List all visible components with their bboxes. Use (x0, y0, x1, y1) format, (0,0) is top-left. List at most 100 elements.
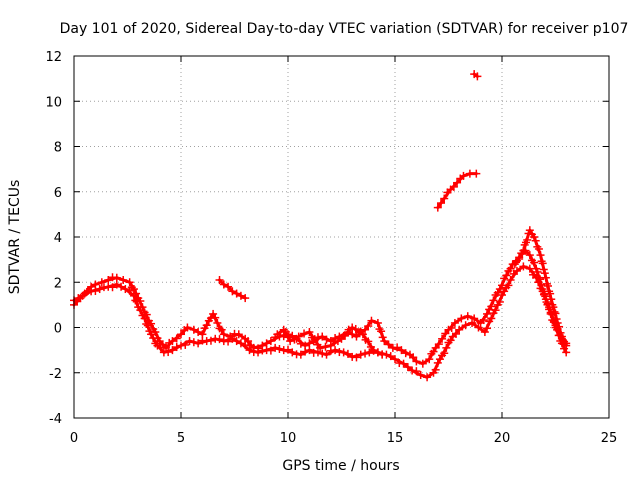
data-point (380, 337, 389, 346)
data-point (512, 266, 521, 275)
data-point (358, 330, 367, 339)
data-point (322, 335, 331, 344)
data-point (305, 328, 314, 337)
data-point (129, 291, 138, 300)
data-point (440, 349, 449, 358)
data-point (316, 343, 325, 352)
data-point (412, 367, 421, 376)
data-point (364, 337, 373, 346)
data-point (377, 327, 386, 336)
data-point (491, 306, 500, 315)
data-point (348, 330, 357, 339)
data-point (183, 323, 192, 332)
data-point (202, 321, 211, 330)
data-point (479, 316, 488, 325)
data-point (361, 349, 370, 358)
y-tick-label: 10 (45, 95, 62, 110)
data-point (397, 346, 406, 355)
data-point (409, 353, 418, 362)
data-point (530, 233, 539, 241)
data-point (181, 340, 190, 349)
x-tick-label: 10 (280, 431, 297, 446)
data-point (321, 342, 330, 351)
data-point (245, 346, 254, 355)
data-point (301, 347, 310, 356)
data-point (519, 246, 528, 255)
data-point (112, 280, 121, 289)
data-point (271, 343, 280, 352)
data-point (562, 348, 571, 357)
data-point (378, 350, 387, 359)
data-point (539, 265, 548, 274)
data-point (555, 322, 564, 331)
data-point (552, 315, 561, 324)
data-point (550, 307, 559, 316)
data-point (373, 348, 382, 357)
data-point (506, 275, 515, 284)
data-point (544, 281, 553, 290)
data-point (117, 282, 126, 291)
data-point (313, 348, 322, 357)
data-point (262, 339, 271, 348)
data-point (531, 236, 540, 245)
data-point (453, 178, 462, 187)
data-point (219, 280, 228, 289)
data-point (286, 337, 295, 346)
data-point (215, 275, 224, 284)
data-point (438, 334, 447, 343)
data-point (339, 348, 348, 357)
x-tick-label: 0 (70, 431, 78, 446)
data-series (215, 275, 250, 303)
data-point (91, 286, 100, 295)
data-point (495, 297, 504, 306)
data-point (378, 333, 387, 342)
data-point (266, 337, 275, 346)
data-point (132, 297, 141, 306)
data-point (403, 363, 412, 372)
data-point (232, 337, 241, 346)
y-tick-label: 8 (54, 141, 62, 156)
data-point (386, 352, 395, 361)
data-point (483, 324, 492, 333)
data-point (119, 275, 128, 284)
data-point (461, 321, 470, 330)
data-point (294, 332, 303, 341)
data-point (189, 338, 198, 347)
data-point (502, 271, 511, 280)
data-series (470, 70, 482, 81)
data-point (78, 291, 87, 300)
data-point (562, 339, 571, 348)
ticks-layer: 0 5 10 15 20 25 -4 -2 0 2 4 6 8 10 12 (45, 50, 617, 446)
data-point (172, 343, 181, 352)
data-point (541, 273, 550, 282)
data-point (241, 294, 250, 303)
data-point (275, 344, 284, 353)
data-point (305, 339, 314, 348)
data-point (224, 337, 233, 346)
data-point (352, 353, 361, 362)
data-point (236, 291, 245, 300)
data-point (519, 262, 528, 271)
data-point (534, 244, 543, 253)
data-point (112, 273, 121, 282)
data-point (351, 324, 360, 333)
data-point (540, 269, 549, 278)
data-point (341, 331, 350, 340)
data-point (136, 306, 145, 315)
data-point (236, 339, 245, 348)
data-point (434, 340, 443, 349)
data-point (355, 328, 364, 337)
data-point (538, 259, 547, 268)
data-point (487, 302, 496, 311)
data-point (213, 318, 222, 327)
data-point (401, 349, 410, 358)
data-point (525, 251, 534, 260)
x-tick-label: 20 (494, 431, 511, 446)
data-point (241, 341, 250, 350)
data-point (168, 337, 177, 346)
data-point (487, 314, 496, 323)
data-point (194, 328, 203, 337)
data-layer (70, 70, 571, 382)
data-point (423, 373, 432, 382)
